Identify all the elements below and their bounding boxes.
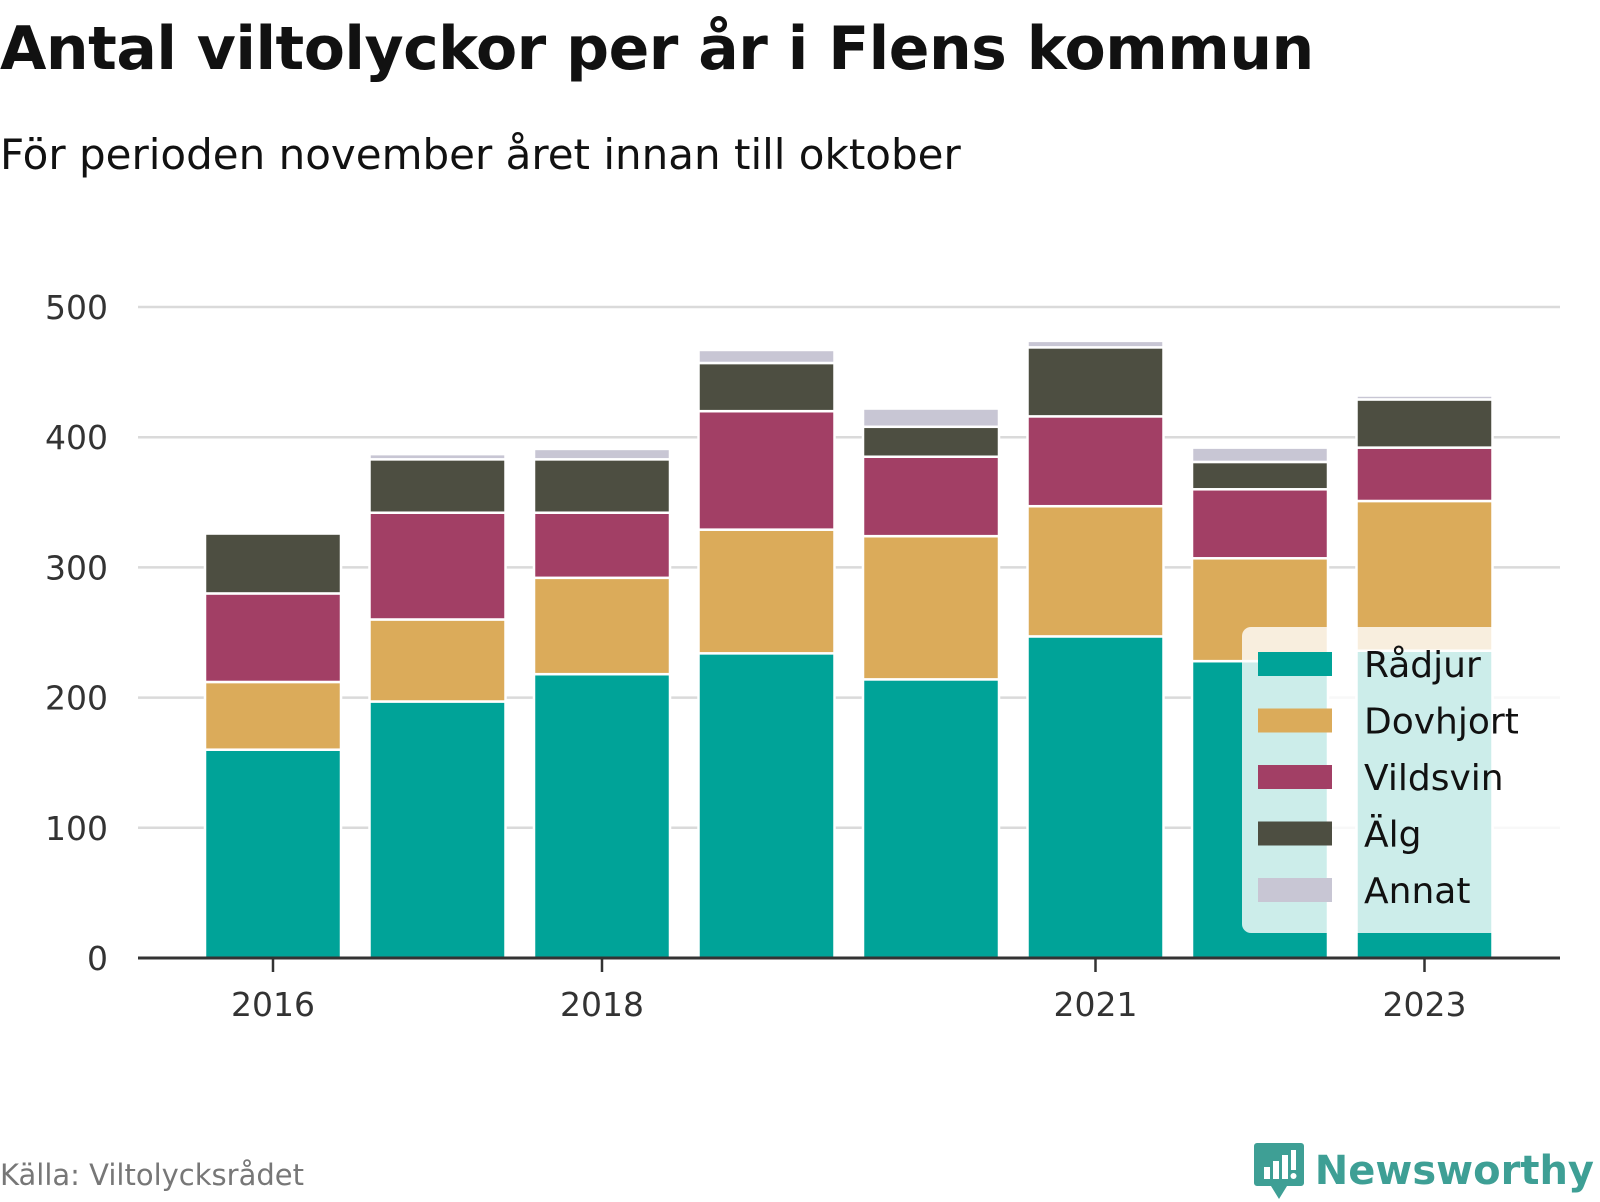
newsworthy-logo-icon <box>1253 1143 1304 1199</box>
chart-subtitle: För perioden november året innan till ok… <box>0 130 961 179</box>
bar-segment <box>697 528 836 655</box>
bar-segment <box>1355 398 1494 449</box>
bar-segment <box>532 458 672 514</box>
bar-segment <box>1026 415 1165 508</box>
bar-segment <box>861 534 1001 681</box>
brand-name: Newsworthy <box>1314 1148 1594 1194</box>
bar-segment <box>1026 504 1165 638</box>
legend-swatch <box>1258 821 1332 846</box>
bar-segment <box>1355 446 1494 503</box>
legend-label: Rådjur <box>1364 645 1481 686</box>
bar-segment <box>1026 339 1165 349</box>
bar-segment <box>1190 488 1330 560</box>
bar-segment <box>1355 394 1494 401</box>
bar-segment <box>203 592 343 684</box>
bar-segment <box>1355 499 1494 652</box>
bar-segment <box>861 455 1001 538</box>
bar-segment <box>1190 460 1330 491</box>
chart-title: Antal viltolyckor per år i Flens kommun <box>0 14 1314 84</box>
y-tick-label: 200 <box>45 679 108 718</box>
bar-segment <box>368 618 507 703</box>
bar-segment <box>861 678 1001 960</box>
bar-segment <box>203 680 343 751</box>
x-tick-label: 2023 <box>1383 985 1467 1024</box>
bar-segment <box>368 452 507 461</box>
bar-segment <box>532 576 672 676</box>
bar-segment <box>1190 446 1330 464</box>
bar-segment <box>1026 635 1165 960</box>
legend-label: Älg <box>1364 814 1421 856</box>
legend-box <box>1242 627 1564 933</box>
y-tick-label: 500 <box>45 288 108 327</box>
legend: Rådjur Dovhjort Vildsvin Älg Annat <box>1242 627 1564 933</box>
source-note: Källa: Viltolycksrådet <box>0 1158 304 1192</box>
bar-segment <box>861 407 1001 429</box>
y-axis-labels: 0 100 200 300 400 500 <box>45 288 108 978</box>
x-axis-ticks: 2016 2018 2021 2023 <box>231 958 1466 1024</box>
bar-segment <box>368 700 507 960</box>
x-tick-label: 2016 <box>231 985 315 1024</box>
bar-segment <box>861 425 1001 458</box>
x-tick-label: 2018 <box>560 985 644 1024</box>
bar-segment <box>697 409 836 531</box>
bar-segment <box>532 672 672 960</box>
y-tick-label: 100 <box>45 809 108 848</box>
x-tick-label: 2021 <box>1054 985 1138 1024</box>
legend-label: Vildsvin <box>1364 758 1504 799</box>
bar-segment <box>697 348 836 365</box>
bar-segment <box>532 447 672 461</box>
bar-segment <box>203 532 343 595</box>
y-tick-label: 400 <box>45 418 108 457</box>
legend-swatch <box>1258 765 1332 789</box>
y-tick-label: 300 <box>45 548 108 587</box>
legend-label: Dovhjort <box>1364 702 1519 743</box>
bar-segment <box>1026 346 1165 418</box>
bar-segment <box>697 652 836 960</box>
bar-segment <box>203 748 343 960</box>
legend-label: Annat <box>1364 871 1470 912</box>
y-tick-label: 0 <box>87 939 108 978</box>
legend-swatch <box>1258 708 1332 733</box>
legend-swatch <box>1258 878 1332 902</box>
bar-segment <box>532 511 672 580</box>
brand-logo: Newsworthy <box>1253 1140 1594 1202</box>
bar-segment <box>697 361 836 413</box>
bar-segment <box>368 511 507 621</box>
legend-swatch <box>1258 652 1332 676</box>
bar-segment <box>368 458 507 514</box>
